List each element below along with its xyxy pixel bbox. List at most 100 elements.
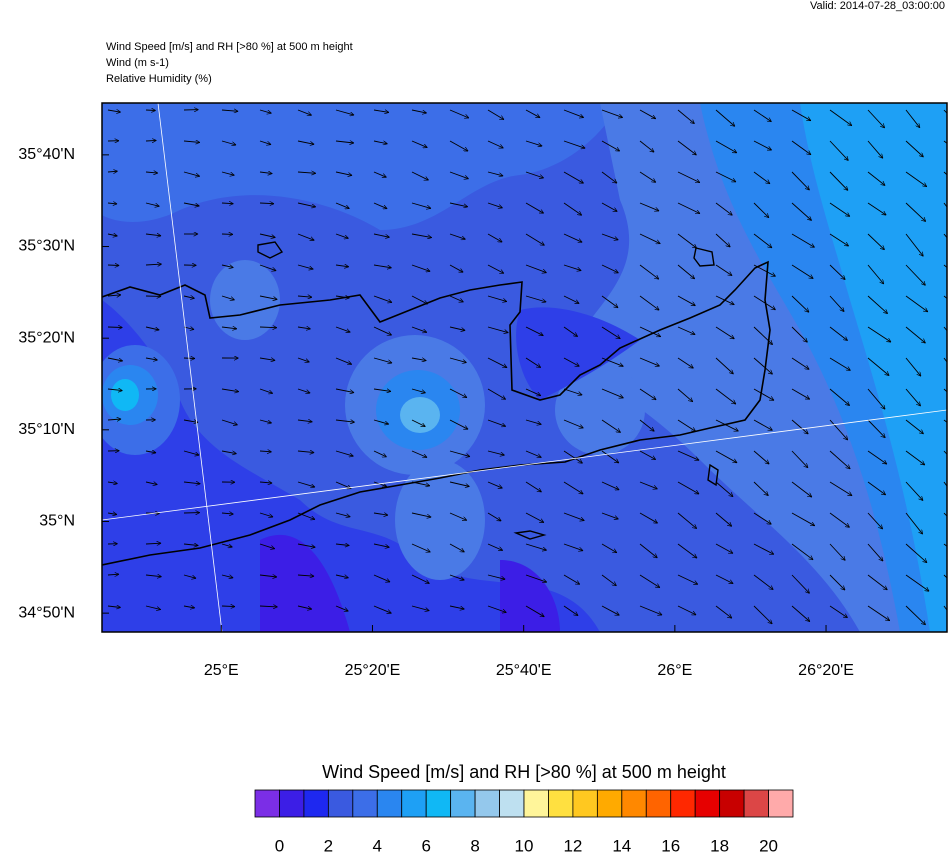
wind-arrow (905, 450, 925, 465)
wind-arrow (183, 296, 195, 298)
wind-arrow (297, 388, 310, 393)
wind-arrow (183, 358, 195, 359)
wind-arrow (753, 512, 771, 524)
wind-arrow (639, 512, 658, 524)
wind-arrow (297, 296, 312, 297)
wind-arrow (829, 109, 852, 126)
wind-arrow (905, 202, 926, 222)
wind-arrow (259, 172, 272, 174)
wind-arrow (791, 419, 808, 434)
y-tick-label: 35°20'N (18, 329, 75, 346)
wind-arrow (411, 202, 431, 208)
wind-arrow (373, 326, 392, 335)
colorbar-swatch (450, 789, 476, 818)
wind-arrow (107, 295, 121, 296)
wind-arrow (867, 140, 883, 158)
wind-arrow (715, 512, 732, 526)
wind-arrow (829, 419, 848, 440)
wind-arrow (601, 481, 619, 490)
wind-arrow (525, 419, 541, 424)
wind-arrow (715, 171, 736, 183)
wind-arrow (297, 575, 314, 576)
wind-arrow (373, 389, 391, 391)
wind-arrow (335, 512, 350, 517)
wind-arrow (259, 512, 273, 517)
wind-arrow (107, 419, 121, 420)
wind-arrow (601, 295, 618, 308)
wind-arrow (563, 326, 578, 337)
wind-arrow (753, 419, 773, 431)
colorbar-swatch (376, 789, 403, 818)
island (707, 463, 719, 487)
wind-arrow (449, 450, 470, 457)
wind-arrow (525, 264, 547, 273)
wind-arrow (335, 141, 354, 143)
colorbar-label: 12 (563, 836, 582, 854)
wind-arrow (867, 326, 891, 342)
wind-arrow (867, 512, 883, 529)
wind-arrow (373, 202, 387, 209)
wind-arrow (563, 388, 582, 395)
wind-arrow (563, 109, 584, 118)
colorbar-swatch (425, 789, 452, 818)
island (693, 247, 715, 267)
wind-arrow (829, 574, 845, 590)
wind-arrow (221, 265, 233, 268)
wind-arrow (183, 606, 195, 608)
wind-arrow (905, 512, 923, 534)
colorbar-swatch (523, 789, 549, 818)
wind-arrow (449, 295, 464, 302)
wind-arrow (753, 605, 772, 624)
wind-arrow (677, 295, 696, 307)
wind-arrow (297, 140, 314, 144)
wind-arrow (867, 419, 885, 438)
wind-arrow (829, 357, 851, 371)
wind-arrow (107, 203, 117, 204)
wind-arrow (487, 264, 504, 274)
wind-arrow (145, 264, 162, 265)
wind-arrow (601, 388, 624, 398)
wind-arrow (639, 450, 656, 460)
wind-arrow (411, 543, 430, 552)
wind-arrow (221, 388, 239, 392)
wind-arrow (563, 605, 578, 616)
wind-arrow (335, 450, 354, 456)
colorbar-swatch (254, 789, 280, 818)
wind-arrow (715, 450, 737, 464)
wind-arrow (677, 140, 697, 155)
wind-arrow (487, 202, 503, 208)
wind-arrow (563, 574, 580, 585)
wind-arrow (677, 109, 695, 124)
x-tick-label: 25°E (204, 662, 239, 679)
wind-arrow (221, 171, 234, 175)
wind-arrow (867, 543, 883, 561)
wind-arrow (563, 171, 584, 184)
wind-arrow (449, 388, 467, 399)
wind-arrow (145, 575, 162, 577)
wind-arrow (297, 420, 312, 422)
wind-arrow (259, 295, 277, 299)
wind-arrow (715, 605, 732, 618)
wind-arrow (487, 357, 507, 369)
wind-arrow (411, 357, 426, 361)
wind-arrow (867, 202, 886, 215)
wind-arrow (639, 574, 660, 588)
wind-arrow (677, 233, 697, 248)
wind-arrow (183, 450, 199, 455)
wind-arrow (791, 202, 812, 221)
wind-arrow (259, 358, 275, 360)
wind-arrow (867, 295, 888, 314)
wind-arrow (905, 109, 920, 128)
wind-arrow (107, 513, 117, 515)
wind-arrow (221, 295, 235, 300)
wind-arrow (221, 140, 236, 145)
wind-arrow (753, 326, 773, 345)
wind-arrow (297, 233, 314, 240)
colorbar: 0 2 4 6 8 10 12 14 16 18 20 (254, 789, 794, 854)
wind-arrow (525, 171, 544, 178)
y-tick-label: 35°40'N (18, 146, 75, 163)
wind-arrow (183, 482, 200, 484)
wind-arrow (753, 574, 773, 590)
wind-arrow (867, 605, 890, 621)
